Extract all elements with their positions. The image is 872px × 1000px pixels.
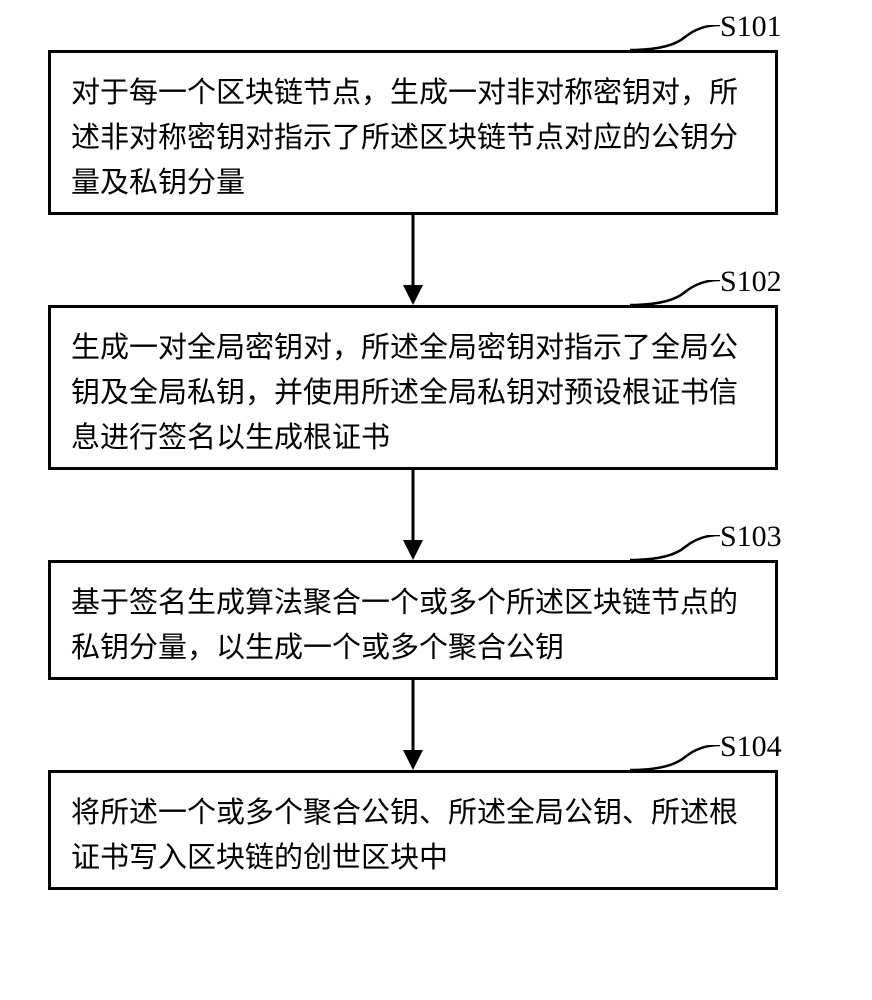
step-label-s104: S104 [720, 730, 782, 764]
flowchart-container: S101 对于每一个区块链节点，生成一对非对称密钥对，所述非对称密钥对指示了所述… [0, 0, 872, 1000]
step-label-s103: S103 [720, 520, 782, 554]
step-label-s102: S102 [720, 265, 782, 299]
arrow-s103-s104 [398, 680, 428, 770]
step-text-s102: 生成一对全局密钥对，所述全局密钥对指示了全局公钥及全局私钥，并使用所述全局私钥对… [71, 332, 738, 454]
step-label-s101: S101 [720, 10, 782, 44]
step-text-s104: 将所述一个或多个聚合公钥、所述全局公钥、所述根证书写入区块链的创世区块中 [71, 797, 738, 874]
step-box-s102: 生成一对全局密钥对，所述全局密钥对指示了全局公钥及全局私钥，并使用所述全局私钥对… [48, 305, 778, 470]
step-box-s103: 基于签名生成算法聚合一个或多个所述区块链节点的私钥分量，以生成一个或多个聚合公钥 [48, 560, 778, 680]
step-box-s101: 对于每一个区块链节点，生成一对非对称密钥对，所述非对称密钥对指示了所述区块链节点… [48, 50, 778, 215]
arrow-s102-s103 [398, 470, 428, 560]
step-text-s103: 基于签名生成算法聚合一个或多个所述区块链节点的私钥分量，以生成一个或多个聚合公钥 [71, 587, 738, 664]
step-text-s101: 对于每一个区块链节点，生成一对非对称密钥对，所述非对称密钥对指示了所述区块链节点… [71, 77, 738, 199]
step-box-s104: 将所述一个或多个聚合公钥、所述全局公钥、所述根证书写入区块链的创世区块中 [48, 770, 778, 890]
arrow-s101-s102 [398, 215, 428, 305]
